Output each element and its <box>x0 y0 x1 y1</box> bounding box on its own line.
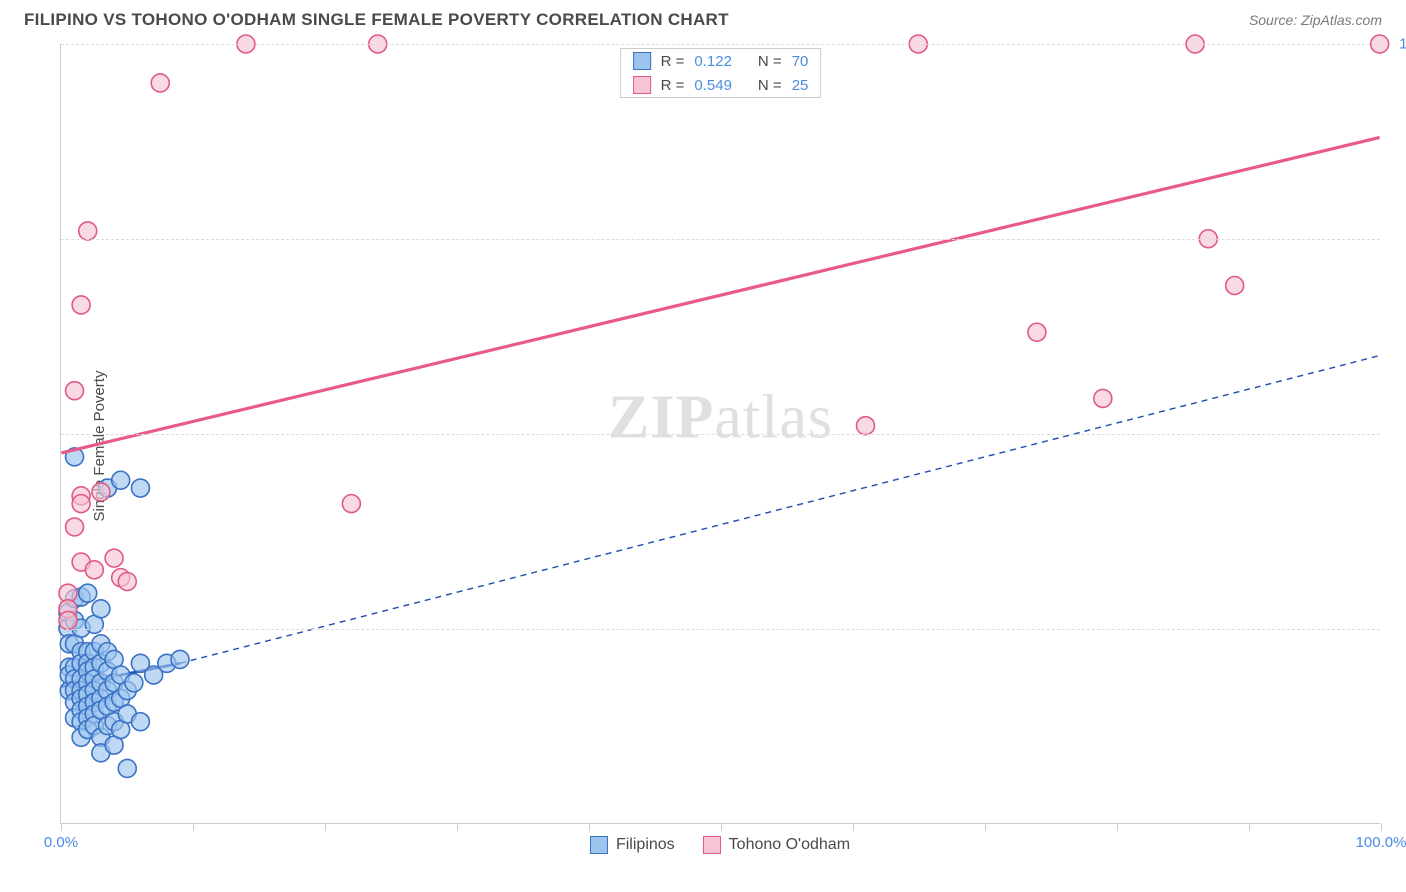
legend-swatch-tohono <box>703 836 721 854</box>
r-label: R = <box>661 77 685 94</box>
legend-swatch-filipinos <box>590 836 608 854</box>
data-point <box>1094 389 1112 407</box>
stats-row-filipinos: R = 0.122 N = 70 <box>621 49 821 73</box>
legend-item-tohono: Tohono O'odham <box>703 836 850 854</box>
r-label: R = <box>661 53 685 70</box>
gridline <box>61 434 1380 435</box>
swatch-tohono <box>633 76 651 94</box>
data-point <box>171 650 189 668</box>
data-point <box>118 759 136 777</box>
x-tick <box>853 823 854 831</box>
data-point <box>857 417 875 435</box>
data-point <box>92 600 110 618</box>
gridline <box>61 239 1380 240</box>
n-value-filipinos: 70 <box>792 53 809 70</box>
gridline <box>61 44 1380 45</box>
r-value-filipinos: 0.122 <box>694 53 732 70</box>
data-point <box>79 222 97 240</box>
x-tick <box>1117 823 1118 831</box>
data-point <box>118 573 136 591</box>
data-point <box>1226 277 1244 295</box>
x-tick-label: 100.0% <box>1356 834 1406 851</box>
data-point <box>1028 323 1046 341</box>
data-point <box>125 674 143 692</box>
plot-area: ZIPatlas R = 0.122 N = 70 R = 0.549 N = … <box>60 44 1380 824</box>
n-value-tohono: 25 <box>792 77 809 94</box>
data-point <box>131 479 149 497</box>
source-label: Source: ZipAtlas.com <box>1249 12 1382 28</box>
data-point <box>66 382 84 400</box>
x-tick <box>721 823 722 831</box>
data-point <box>79 584 97 602</box>
chart-title: FILIPINO VS TOHONO O'ODHAM SINGLE FEMALE… <box>24 10 729 30</box>
data-point <box>151 74 169 92</box>
data-point <box>72 495 90 513</box>
stats-legend: R = 0.122 N = 70 R = 0.549 N = 25 <box>620 48 822 98</box>
data-point <box>59 611 77 629</box>
data-point <box>105 549 123 567</box>
x-tick <box>1249 823 1250 831</box>
x-tick <box>589 823 590 831</box>
legend-label-filipinos: Filipinos <box>616 836 675 854</box>
gridline <box>61 629 1380 630</box>
data-point <box>85 561 103 579</box>
x-tick-label: 0.0% <box>44 834 78 851</box>
x-tick <box>457 823 458 831</box>
data-point <box>342 495 360 513</box>
x-tick <box>985 823 986 831</box>
data-point <box>72 296 90 314</box>
n-label: N = <box>758 53 782 70</box>
legend-item-filipinos: Filipinos <box>590 836 675 854</box>
swatch-filipinos <box>633 52 651 70</box>
x-tick <box>193 823 194 831</box>
data-point <box>131 713 149 731</box>
x-tick <box>325 823 326 831</box>
x-tick <box>61 823 62 831</box>
y-tick-label: 100.0% <box>1399 36 1406 53</box>
chart-area: ZIPatlas R = 0.122 N = 70 R = 0.549 N = … <box>60 44 1380 824</box>
x-tick <box>1381 823 1382 831</box>
chart-header: FILIPINO VS TOHONO O'ODHAM SINGLE FEMALE… <box>0 0 1406 36</box>
data-point <box>66 518 84 536</box>
data-point <box>112 471 130 489</box>
data-point <box>92 483 110 501</box>
r-value-tohono: 0.549 <box>694 77 732 94</box>
series-legend: Filipinos Tohono O'odham <box>590 836 850 854</box>
stats-row-tohono: R = 0.549 N = 25 <box>621 73 821 97</box>
legend-label-tohono: Tohono O'odham <box>729 836 850 854</box>
n-label: N = <box>758 77 782 94</box>
